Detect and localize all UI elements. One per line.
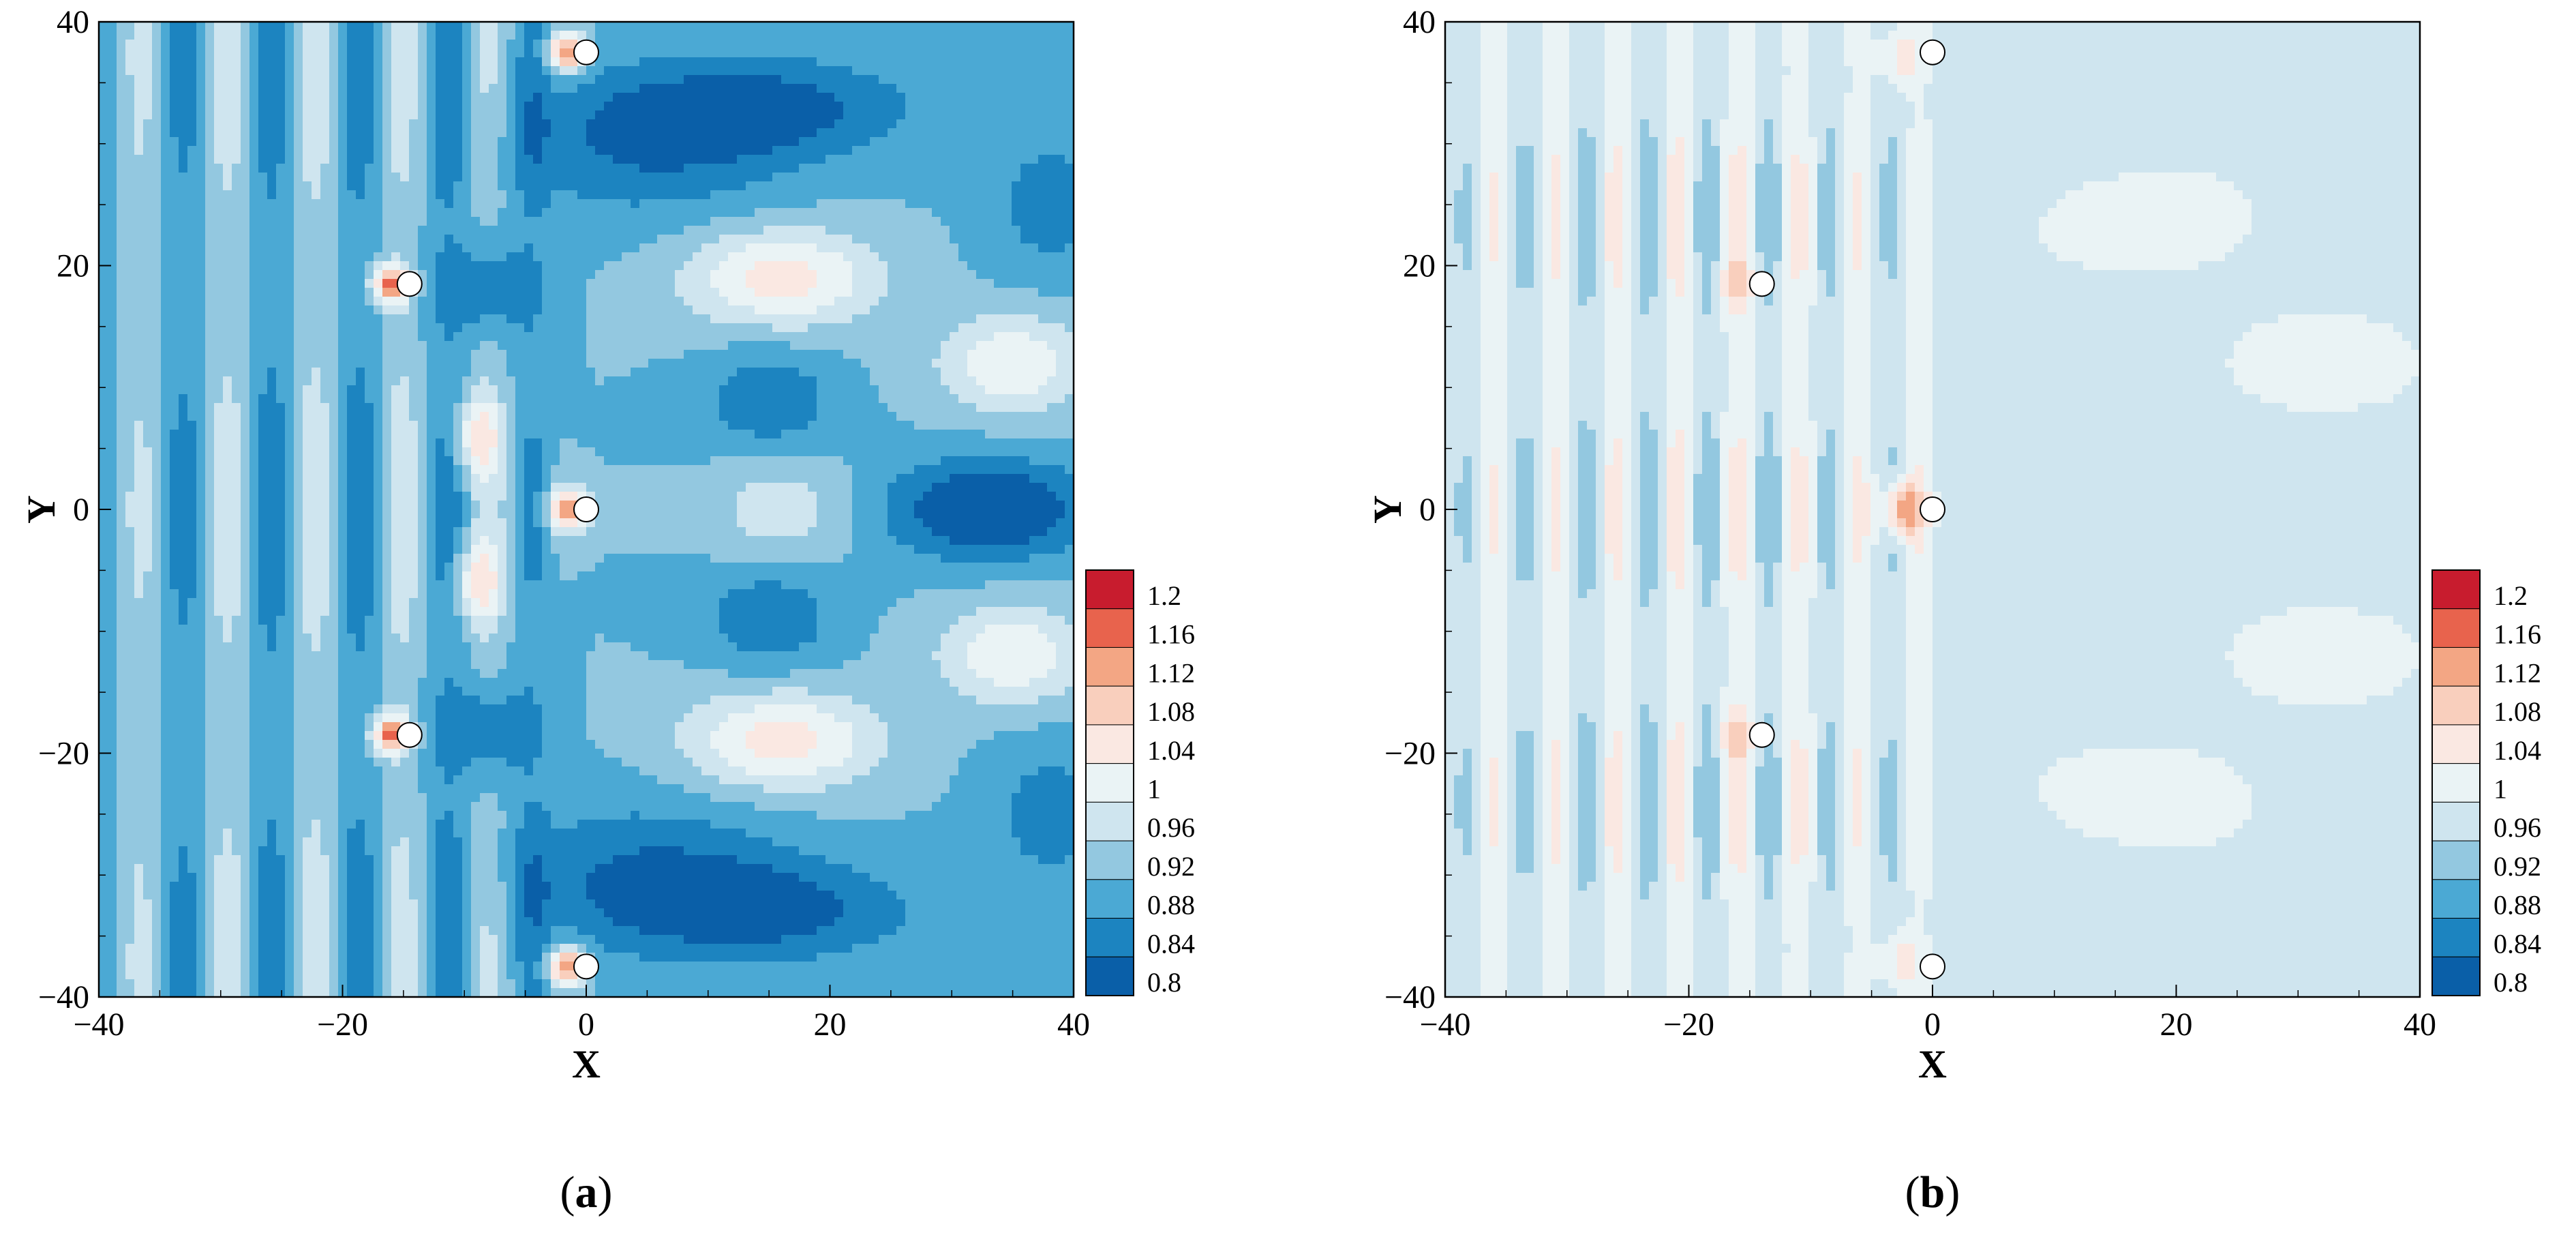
y-tick-label: 40 — [1403, 4, 1436, 40]
colorbar-swatch — [2431, 840, 2481, 880]
colorbar: 1.2 1.16 1.12 1.08 1.04 1 0.96 0.92 0.88 0.84 0.8 — [2431, 569, 2541, 998]
colorbar-swatch — [1085, 685, 1134, 726]
cylinder-marker — [1920, 496, 1945, 522]
colorbar-swatch — [2431, 879, 2481, 919]
cylinder-marker — [1920, 953, 1945, 980]
colorbar-frame — [2431, 569, 2481, 996]
contour-field — [99, 22, 1074, 997]
cylinder-marker — [1920, 39, 1945, 65]
colorbar: 1.2 1.16 1.12 1.08 1.04 1 0.96 0.92 0.88 0.84 0.8 — [1085, 569, 1195, 998]
cylinder-marker — [573, 496, 599, 522]
colorbar-label: 1.16 — [2494, 619, 2541, 650]
cylinder-marker — [573, 953, 599, 980]
y-axis-label: Y — [19, 495, 63, 524]
cylinder-marker — [396, 271, 423, 297]
chart-panel-a: −40 −20 0 20 40−40−2002040XY1.21.161.121.081… — [19, 4, 1195, 1217]
colorbar-label: 1.12 — [2494, 657, 2541, 688]
colorbar-swatch — [2431, 801, 2481, 841]
colorbar-swatch — [1085, 569, 1134, 610]
colorbar-swatch — [1085, 801, 1134, 841]
colorbar-label: 0.96 — [2494, 812, 2541, 843]
y-tick-label: 20 — [57, 248, 89, 284]
colorbar-swatch — [2431, 724, 2481, 764]
cylinder-marker — [1748, 271, 1775, 297]
colorbar-swatch — [1085, 879, 1134, 919]
colorbar-label: 1 — [2494, 774, 2507, 805]
colorbar-label: 0.88 — [1147, 890, 1195, 921]
panel-label: (a) — [560, 1167, 613, 1217]
colorbar-swatch — [2431, 763, 2481, 803]
colorbar-swatch — [1085, 608, 1134, 648]
x-tick-label: −20 — [1663, 1007, 1714, 1043]
y-tick-label: −20 — [38, 736, 89, 772]
y-tick-label: 0 — [73, 492, 89, 528]
panel-label: (b) — [1905, 1167, 1960, 1217]
colorbar-label: 1.2 — [1147, 580, 1181, 611]
colorbar-label: 1.08 — [1147, 696, 1195, 727]
colorbar-label: 0.92 — [2494, 851, 2541, 882]
colorbar-label: 1.16 — [1147, 619, 1195, 650]
x-tick-label: −20 — [317, 1007, 368, 1043]
colorbar-swatch — [2431, 956, 2481, 996]
x-axis-label: X — [1918, 1042, 1947, 1086]
x-tick-label: 20 — [2160, 1007, 2193, 1043]
y-tick-label: −40 — [38, 979, 89, 1015]
colorbar-swatch — [2431, 646, 2481, 687]
colorbar-swatch — [2431, 918, 2481, 957]
colorbar-swatch — [1085, 956, 1134, 996]
cylinder-marker — [396, 721, 423, 748]
contour-field — [1445, 22, 2420, 997]
x-tick-label: 40 — [2404, 1007, 2436, 1043]
colorbar-swatch — [2431, 569, 2481, 610]
x-tick-label: −40 — [1419, 1007, 1470, 1043]
colorbar-frame — [1085, 569, 1134, 996]
colorbar-swatch — [1085, 763, 1134, 803]
chart-panel-b: −40 −20 0 20 40−40−2002040XY1.21.161.121.081… — [1365, 4, 2541, 1217]
cylinder-marker — [573, 39, 599, 65]
colorbar-swatch — [1085, 840, 1134, 880]
y-tick-label: −40 — [1384, 979, 1436, 1015]
colorbar-swatch — [2431, 685, 2481, 726]
colorbar-label: 0.84 — [1147, 928, 1195, 959]
colorbar-swatch — [1085, 646, 1134, 687]
colorbar-label: 1.04 — [1147, 735, 1195, 766]
colorbar-label: 1.08 — [2494, 696, 2541, 727]
colorbar-swatch — [2431, 608, 2481, 648]
x-tick-label: 0 — [1924, 1007, 1941, 1043]
colorbar-swatch — [1085, 918, 1134, 957]
x-tick-label: 40 — [1057, 1007, 1090, 1043]
colorbar-label: 0.8 — [2494, 967, 2528, 998]
colorbar-swatch — [1085, 724, 1134, 764]
y-tick-label: 0 — [1419, 492, 1436, 528]
x-tick-label: 0 — [578, 1007, 594, 1043]
colorbar-label: 0.84 — [2494, 928, 2541, 959]
colorbar-label: 0.92 — [1147, 851, 1195, 882]
colorbar-label: 0.8 — [1147, 967, 1181, 998]
x-axis-label: X — [572, 1042, 601, 1086]
colorbar-label: 1 — [1147, 774, 1161, 805]
y-tick-label: 20 — [1403, 248, 1436, 284]
y-axis-label: Y — [1365, 495, 1410, 524]
cylinder-marker — [1748, 721, 1775, 748]
colorbar-label: 1.04 — [2494, 735, 2541, 766]
x-tick-label: −40 — [73, 1007, 124, 1043]
colorbar-label: 0.88 — [2494, 890, 2541, 921]
y-tick-label: 40 — [57, 4, 89, 40]
colorbar-label: 0.96 — [1147, 812, 1195, 843]
colorbar-label: 1.2 — [2494, 580, 2528, 611]
y-tick-label: −20 — [1384, 736, 1436, 772]
colorbar-label: 1.12 — [1147, 657, 1195, 688]
x-tick-label: 20 — [814, 1007, 847, 1043]
